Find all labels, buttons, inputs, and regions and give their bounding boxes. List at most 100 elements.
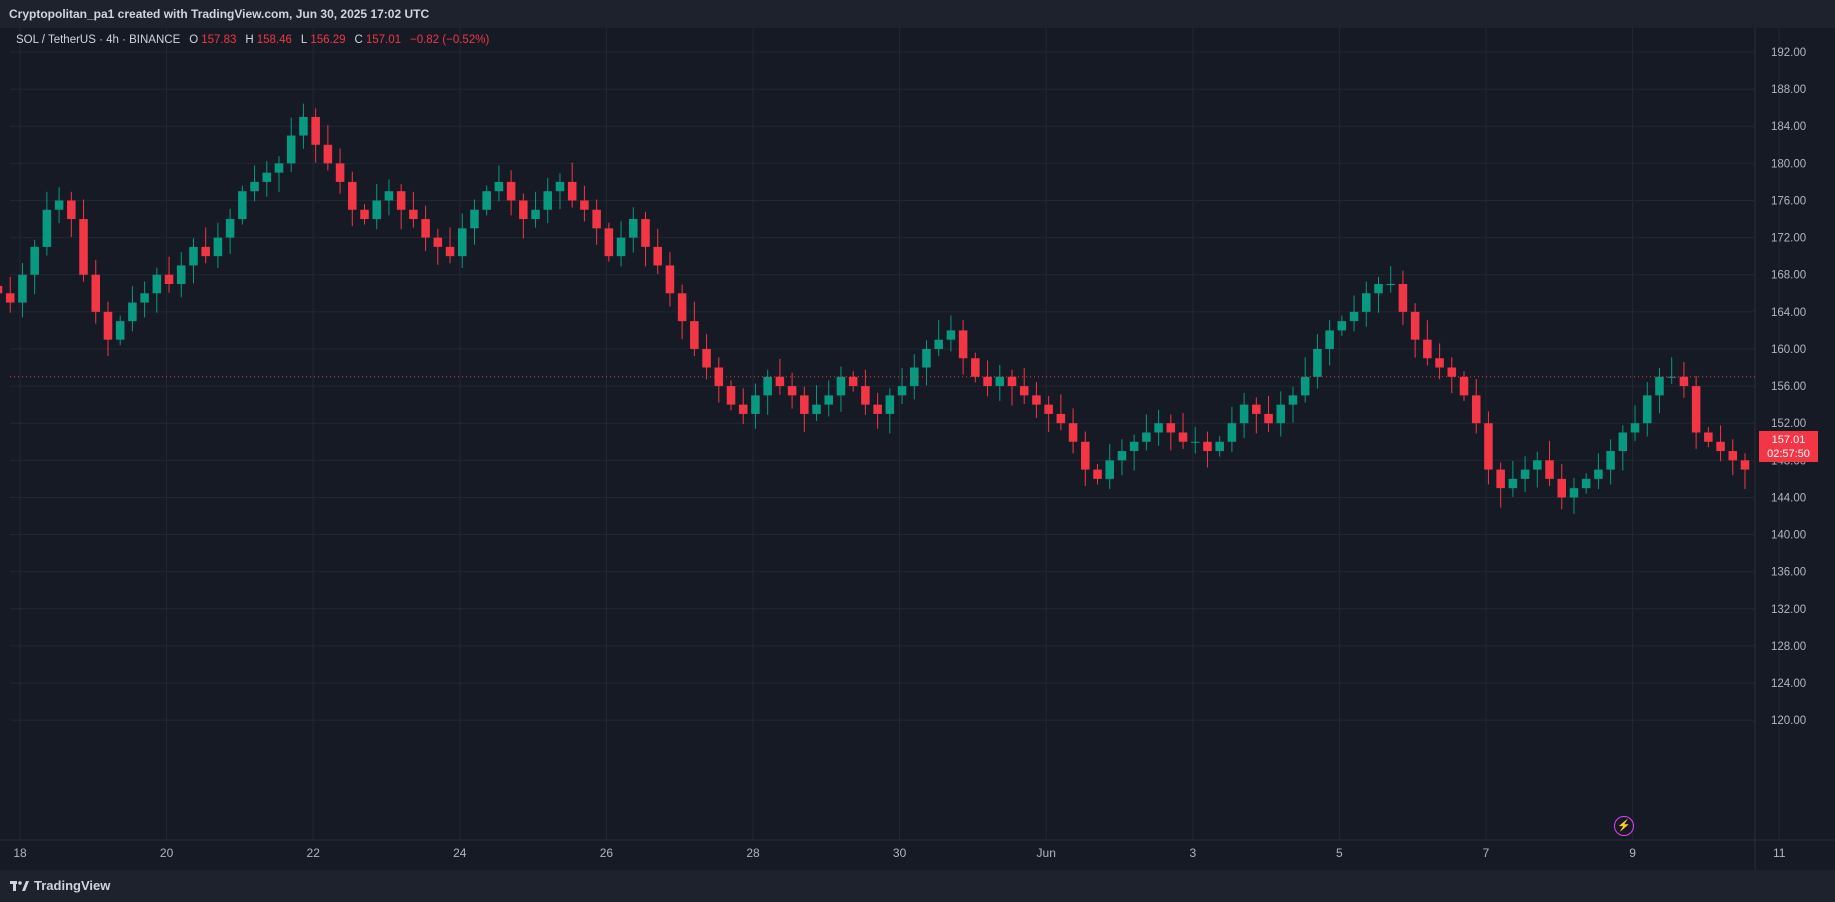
candle-body (360, 209, 369, 220)
candle-body (1019, 386, 1029, 396)
candle-body (1630, 423, 1640, 433)
candle-body (836, 376, 846, 396)
candle-body (1606, 451, 1615, 470)
candle-body (140, 293, 149, 303)
candle-body (629, 219, 638, 238)
tradingview-logo[interactable]: TradingView (10, 878, 110, 893)
candle-body (690, 321, 699, 349)
legend-close-label: C (354, 34, 363, 46)
candle-body (800, 395, 809, 414)
candle-body (1435, 358, 1444, 368)
time-tick-label: 3 (1189, 846, 1196, 860)
candle-body (995, 376, 1005, 387)
candle-body (653, 246, 662, 266)
candle-body (213, 237, 223, 257)
candle-body (702, 348, 711, 368)
candle-body (1081, 441, 1090, 470)
candle-body (787, 386, 797, 396)
candle-body (543, 191, 553, 210)
candle-body (726, 386, 736, 405)
candle-body (812, 404, 821, 414)
candle-body (1410, 311, 1420, 340)
time-tick-label: 24 (453, 846, 467, 860)
time-tick-label: 11 (1773, 846, 1786, 860)
candle-body (286, 135, 296, 164)
price-tick-label: 188.00 (1771, 84, 1806, 96)
time-tick-label: 22 (307, 846, 321, 860)
candle-body (775, 376, 785, 387)
candle-body (1459, 376, 1469, 396)
candle-body (299, 116, 308, 136)
candle-body (1093, 469, 1102, 479)
bar-countdown: 02:57:50 (1767, 448, 1810, 460)
candlestick-chart[interactable]: 192.00 188.00 184.00 180.00 176.00 172.00 168.… (0, 28, 1835, 870)
time-tick-label: 18 (13, 846, 27, 860)
candle-body (592, 209, 601, 229)
candle-body (946, 330, 956, 340)
candle-body (91, 274, 101, 312)
candle-body (1264, 413, 1273, 424)
legend-open: 157.83 (201, 34, 237, 46)
candle-body (482, 191, 491, 210)
legend-symbol[interactable]: SOL / TetherUS · 4h · BINANCE (16, 34, 181, 46)
price-tick-label: 152.00 (1771, 418, 1806, 430)
candle-body (1044, 404, 1053, 414)
candles (0, 103, 1750, 514)
candle-body (1337, 321, 1347, 331)
price-tick-label: 156.00 (1771, 381, 1806, 393)
time-axis[interactable]: 18202224262830Jun35791113151719212325272… (13, 846, 1835, 860)
candle-body (250, 181, 259, 192)
candle-body (922, 348, 931, 368)
candle-body (519, 200, 528, 220)
candle-body (824, 395, 834, 405)
candle-body (983, 376, 992, 387)
candle-body (1508, 478, 1518, 489)
candle-body (128, 302, 137, 322)
candle-body (1300, 376, 1310, 396)
candle-body (971, 358, 980, 377)
candle-body (1655, 376, 1664, 396)
legend-low: 156.29 (310, 34, 346, 46)
candle-body (323, 144, 333, 164)
candle-body (885, 395, 895, 414)
candle-body (848, 376, 858, 387)
candle-body (384, 191, 394, 201)
candle-body (1215, 441, 1224, 452)
candle-body (751, 395, 760, 414)
candle-body (1117, 451, 1127, 461)
candle-body (1007, 376, 1017, 387)
candle-body (580, 200, 589, 210)
lightning-icon[interactable]: ⚡ (1614, 816, 1634, 836)
candle-body (238, 191, 247, 220)
candle-body (1276, 404, 1286, 424)
candle-body (1374, 284, 1383, 294)
candle-body (457, 228, 467, 257)
candle-body (641, 219, 650, 247)
candle-body (1129, 441, 1139, 452)
candle-body (1349, 311, 1359, 322)
price-tick-label: 140.00 (1771, 530, 1806, 542)
time-tick-label: 30 (893, 846, 907, 860)
candle-body (1313, 348, 1322, 377)
brand-name: TradingView (34, 878, 111, 893)
candle-body (1252, 404, 1261, 414)
candle-body (225, 219, 235, 238)
candle-body (18, 274, 27, 303)
candle-body (1032, 395, 1041, 405)
time-tick-label: 5 (1336, 846, 1343, 860)
candle-body (421, 219, 430, 238)
legend-high-label: H (245, 34, 254, 46)
candle-body (1190, 441, 1200, 443)
price-tick-label: 192.00 (1771, 47, 1806, 59)
time-tick-label: 20 (160, 846, 174, 860)
chart-area[interactable]: 192.00 188.00 184.00 180.00 176.00 172.00 168.… (0, 28, 1835, 870)
candle-body (1288, 395, 1298, 405)
time-tick-label: 7 (1483, 846, 1490, 860)
candle-body (152, 274, 162, 294)
candle-body (67, 200, 76, 220)
chart-caption: Cryptopolitan_pa1 created with TradingVi… (9, 7, 430, 21)
time-tick-label: 26 (600, 846, 614, 860)
candle-body (567, 181, 577, 201)
candle-body (372, 200, 382, 220)
price-tick-label: 172.00 (1771, 233, 1806, 245)
